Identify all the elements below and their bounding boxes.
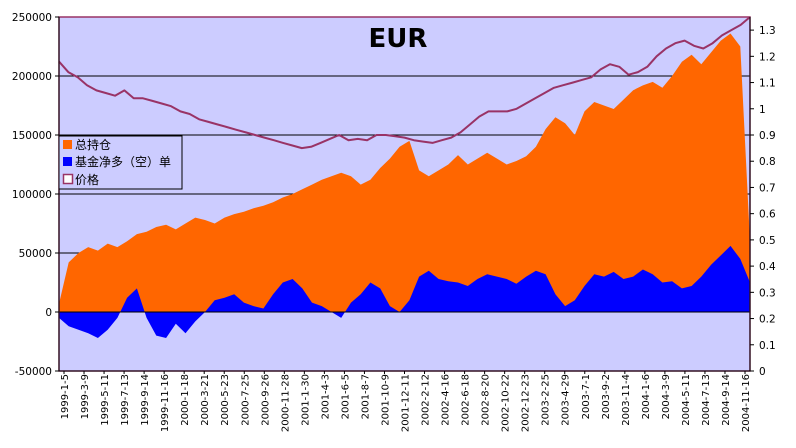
left-axis-tick-label: 250000: [12, 12, 52, 24]
x-axis-tick-label: 2003-4-29: [561, 374, 572, 426]
x-axis-tick-label: 1999-7-13: [120, 374, 131, 426]
legend-label-fund-net: 基金净多（空）单: [75, 154, 171, 169]
x-axis-tick-label: 2000-11-28: [280, 374, 291, 432]
series-fund-net-area: [59, 245, 750, 338]
right-axis-tick-label: 0.2: [759, 314, 776, 326]
x-axis-tick-label: 2001-12-11: [401, 374, 412, 432]
x-axis-tick-label: 1999-3-9: [80, 374, 91, 419]
series-price-line: [58, 16, 751, 150]
x-axis-tick-label: 2001-4-3: [320, 374, 331, 419]
plot-area: [58, 16, 751, 372]
right-axis-tick-label: 0.4: [759, 261, 776, 273]
x-axis-tick-label: 2003-7-1: [581, 374, 592, 419]
x-axis-tick-label: 2000-1-18: [180, 374, 191, 426]
right-axis-tick-label: 0.7: [759, 182, 776, 194]
left-axis-tick-label: 150000: [12, 130, 52, 142]
x-axis-tick-label: 2003-9-2: [601, 374, 612, 419]
x-axis-tick-label: 1999-5-11: [100, 374, 111, 426]
left-axis-tick-label: 100000: [12, 189, 52, 201]
x-axis-tick-label: 1999-1-5: [60, 374, 71, 419]
right-axis-tick-label: 1.1: [759, 78, 776, 90]
legend-swatch-open-interest: [63, 140, 72, 149]
x-axis-tick-label: 2000-7-25: [240, 374, 251, 426]
x-axis-tick-label: 2004-7-13: [701, 374, 712, 426]
series-open-interest-area: [59, 33, 750, 312]
right-axis-tick-label: 1.3: [759, 25, 776, 37]
x-axis-tick-label: 2002-8-20: [481, 374, 492, 426]
right-axis-tick-label: 0.9: [759, 130, 776, 142]
legend: 总持仓 基金净多（空）单 价格: [58, 135, 183, 190]
right-axis-tick-label: 1: [759, 104, 766, 116]
x-axis-tick-label: 2002-12-23: [521, 374, 532, 432]
x-axis-tick-label: 2000-9-26: [260, 374, 271, 426]
left-axis-tick-label: 200000: [12, 71, 52, 83]
right-axis-tick-label: 0.1: [759, 340, 776, 352]
chart-title: EUR: [369, 24, 428, 54]
x-axis-tick-label: 1999-11-16: [160, 374, 171, 432]
x-axis-tick-label: 2002-2-12: [421, 374, 432, 426]
x-axis-tick-label: 2004-9-14: [721, 374, 732, 426]
left-axis-tick-label: -50000: [15, 366, 52, 378]
x-axis-tick-label: 2002-10-22: [501, 374, 512, 432]
legend-swatch-price: [62, 173, 74, 185]
x-axis-tick-label: 2001-8-7: [360, 374, 371, 419]
axes: -50000 0 50000 100000 150000 200000 250000 0 0.1…: [12, 12, 776, 432]
x-axis-tick-label: 2002-4-16: [441, 374, 452, 426]
right-axis-tick-label: 0.8: [759, 156, 776, 168]
x-axis-tick-label: 2004-3-9: [661, 374, 672, 419]
right-axis-tick-label: 0: [759, 366, 766, 378]
legend-label-price: 价格: [75, 172, 99, 187]
x-axis-tick-label: 2001-1-30: [300, 374, 311, 426]
x-axis-tick-label: 2000-5-23: [220, 374, 231, 426]
right-axis-tick-label: 0.5: [759, 235, 776, 247]
left-axis-tick-label: 50000: [19, 248, 52, 260]
x-axis-tick-label: 2004-11-16: [741, 374, 752, 432]
x-axis-tick-label: 2003-2-25: [541, 374, 552, 426]
right-axis-tick-label: 0.6: [759, 209, 776, 221]
x-axis-tick-label: 2000-3-21: [200, 374, 211, 426]
x-axis-tick-label: 2001-10-9: [380, 374, 391, 426]
legend-label-open-interest: 总持仓: [75, 137, 111, 152]
x-axis-tick-label: 2002-6-18: [461, 374, 472, 426]
x-axis-tick-label: 1999-9-14: [140, 374, 151, 426]
x-axis-tick-label: 2001-6-5: [340, 374, 351, 419]
left-axis-tick-label: 0: [45, 307, 52, 319]
right-axis-tick-label: 1.2: [759, 51, 776, 63]
x-axis-tick-label: 2003-11-4: [621, 374, 632, 426]
x-axis-tick-label: 2004-5-11: [681, 374, 692, 426]
x-axis-tick-label: 2004-1-6: [641, 374, 652, 419]
legend-box: [58, 135, 183, 190]
legend-swatch-fund-net: [63, 157, 72, 166]
right-axis-tick-label: 0.3: [759, 287, 776, 299]
